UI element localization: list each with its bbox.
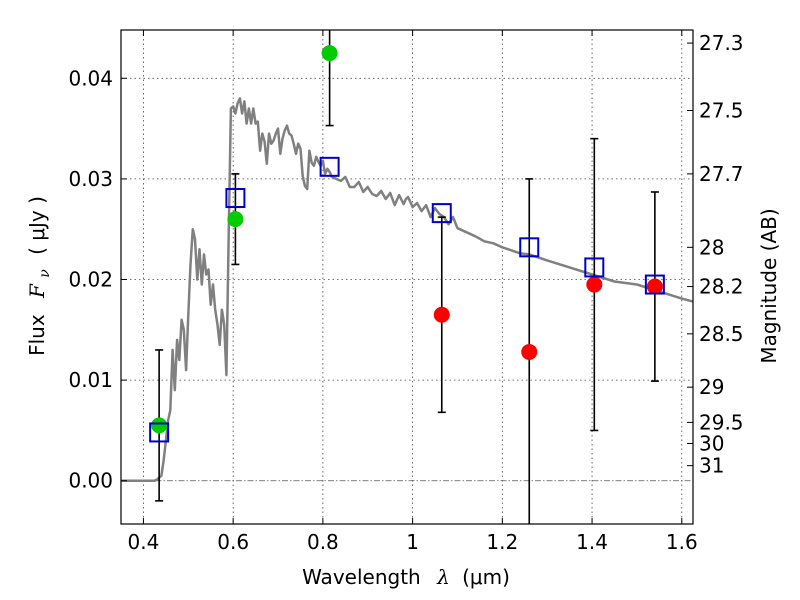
x-axis-label: Wavelength λ (μm) xyxy=(302,565,510,589)
plot-frame xyxy=(120,29,694,525)
x-tick-label: 0.6 xyxy=(217,530,249,554)
x-tick-label: 0.4 xyxy=(128,530,160,554)
x-axis-label-unit: (μm) xyxy=(462,565,510,589)
y-tick-label: 0.04 xyxy=(68,66,113,90)
y-axis-label: Flux F ν ( μJy ) xyxy=(25,196,54,356)
right-axis-tick-label: 27.5 xyxy=(699,98,744,122)
observed-data-point xyxy=(433,306,450,323)
y-tick-label: 0.03 xyxy=(68,167,113,191)
y-tick-label: 0.01 xyxy=(68,368,113,392)
y-axis-label-subscript: ν xyxy=(37,269,53,278)
observed-data-point xyxy=(321,45,338,62)
observed-data-point xyxy=(151,417,168,434)
y-axis-label-unit: ( μJy ) xyxy=(25,196,49,255)
observed-data-point xyxy=(227,211,244,228)
y-tick-label: 0.02 xyxy=(68,268,113,292)
x-axis-label-text: Wavelength xyxy=(302,565,421,589)
x-tick-label: 1.6 xyxy=(666,530,698,554)
ticks-layer: 0.4 0.6 0.8 1 1.2 1.4 1.6 0.00 0.01 0.02 0.03 0.04 2… xyxy=(68,30,744,554)
right-axis-label: Magnitude (AB) xyxy=(757,208,781,363)
model-photometry-square xyxy=(225,188,246,209)
error-bar-layer xyxy=(155,30,659,524)
y-tick-label: 0.00 xyxy=(68,469,113,493)
model-photometry-square xyxy=(149,422,170,443)
x-axis-label-symbol: λ xyxy=(436,565,450,589)
right-axis-tick-label: 29 xyxy=(699,375,724,399)
right-axis-tick-label: 29.5 xyxy=(699,410,744,434)
model-photometry-square xyxy=(319,156,340,177)
observed-data-point xyxy=(646,278,663,295)
right-axis-tick-label: 27.7 xyxy=(699,162,744,186)
grid-layer xyxy=(121,30,693,524)
x-tick-label: 1.2 xyxy=(486,530,518,554)
model-photometry-square xyxy=(431,203,452,224)
right-axis-tick-label: 28 xyxy=(699,235,724,259)
model-sed-layer xyxy=(121,97,694,482)
x-tick-label: 1.4 xyxy=(576,530,608,554)
right-axis-tick-label: 28.5 xyxy=(699,322,744,346)
x-tick-label: 1 xyxy=(406,530,419,554)
observed-data-point xyxy=(586,276,603,293)
model-photometry-square xyxy=(519,237,540,258)
model-photometry-square xyxy=(584,257,605,278)
y-axis-label-text: Flux xyxy=(25,314,49,356)
model-sed-curve xyxy=(121,97,694,482)
right-axis-tick-label: 28.2 xyxy=(699,275,744,299)
right-axis-tick-label: 27.3 xyxy=(699,31,744,55)
observed-data-point xyxy=(521,343,538,360)
right-axis-tick-label: 31 xyxy=(699,454,724,478)
right-axis-tick-label: 30 xyxy=(699,432,724,456)
x-tick-label: 0.8 xyxy=(307,530,339,554)
data-points-layer xyxy=(149,45,665,443)
model-photometry-square xyxy=(644,274,665,295)
y-axis-label-symbol: F xyxy=(25,283,49,299)
